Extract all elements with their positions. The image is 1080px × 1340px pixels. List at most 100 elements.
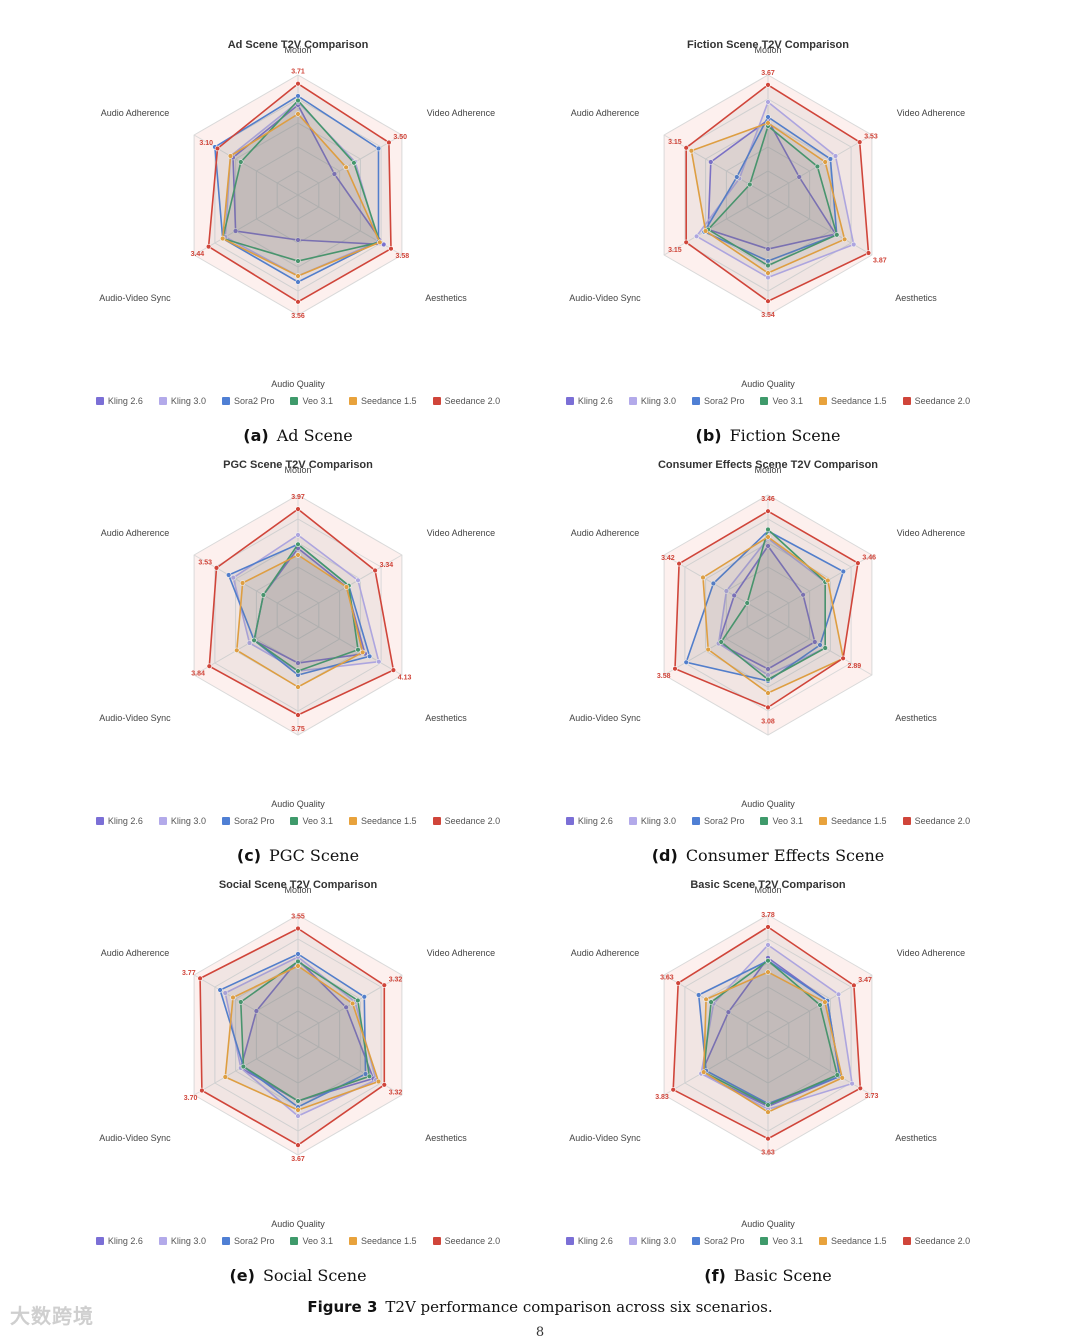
legend-e: Kling 2.6 Kling 3.0 Sora2 Pro Veo 3.1 Se… xyxy=(63,1236,533,1246)
legend-item: Seedance 1.5 xyxy=(349,1236,417,1246)
data-point xyxy=(197,975,203,982)
legend-label: Kling 2.6 xyxy=(107,1236,143,1246)
data-point xyxy=(295,506,301,512)
value-label: 3.56 xyxy=(291,313,305,320)
axis-label: Audio Adherence xyxy=(101,528,170,538)
value-label: 3.71 xyxy=(291,69,305,76)
axis-label: Audio Quality xyxy=(271,1219,325,1229)
axis-label: Aesthetics xyxy=(425,1133,467,1143)
data-point xyxy=(834,232,840,238)
data-point xyxy=(747,181,753,188)
legend-swatch xyxy=(565,397,574,405)
panel-d: Consumer Effects Scene T2V Comparison Mot… xyxy=(533,440,1003,865)
data-point xyxy=(295,925,301,932)
legend-label: Sora2 Pro xyxy=(233,396,275,406)
data-point xyxy=(696,992,702,998)
axis-label: Video Adherence xyxy=(427,948,495,958)
figure-caption-text: T2V performance comparison across six sc… xyxy=(385,1298,773,1316)
value-label: 3.78 xyxy=(761,912,775,919)
legend-swatch xyxy=(290,1237,299,1245)
data-point xyxy=(825,577,831,584)
legend-label: Veo 3.1 xyxy=(302,1236,334,1246)
data-point xyxy=(295,258,301,264)
data-point xyxy=(765,270,771,276)
value-label: 2.89 xyxy=(847,663,861,670)
legend-swatch xyxy=(221,397,230,405)
data-point xyxy=(703,996,709,1003)
data-point xyxy=(851,982,857,989)
data-point xyxy=(222,1074,229,1080)
axis-label: Audio-Video Sync xyxy=(99,1133,171,1143)
data-point xyxy=(710,580,717,587)
axis-label: Video Adherence xyxy=(897,528,965,538)
subfigure-tag: (d) xyxy=(651,846,678,865)
subfigure-tag: (b) xyxy=(695,426,722,445)
legend-swatch xyxy=(902,397,911,405)
legend-swatch xyxy=(95,817,104,825)
legend-item: Sora2 Pro xyxy=(691,396,744,406)
legend-item: Seedance 1.5 xyxy=(819,396,887,406)
legend-item: Kling 2.6 xyxy=(95,816,143,826)
data-point xyxy=(239,580,246,586)
legend-swatch xyxy=(432,817,441,825)
data-point xyxy=(817,1002,823,1008)
legend-item: Seedance 2.0 xyxy=(902,816,970,826)
value-label: 3.10 xyxy=(199,140,213,147)
value-label: 3.67 xyxy=(761,70,775,77)
legend-item: Kling 2.6 xyxy=(565,816,613,826)
data-point xyxy=(839,1075,845,1081)
data-point xyxy=(214,145,221,152)
data-point xyxy=(765,666,771,672)
legend-swatch xyxy=(432,397,441,405)
watermark-logo: 大数跨境 xyxy=(10,1304,94,1328)
figure-tag: Figure 3 xyxy=(307,1298,378,1316)
legend-label: Kling 3.0 xyxy=(170,1236,206,1246)
legend-swatch xyxy=(628,1237,637,1245)
data-point xyxy=(376,659,382,665)
data-point xyxy=(765,969,771,975)
legend-b: Kling 2.6 Kling 3.0 Sora2 Pro Veo 3.1 Se… xyxy=(533,396,1003,406)
value-label: 3.53 xyxy=(198,559,212,566)
data-point xyxy=(765,534,771,540)
subfigure-caption-c: (c) PGC Scene xyxy=(63,846,533,865)
data-point xyxy=(865,250,872,256)
data-point xyxy=(331,171,338,177)
data-point xyxy=(693,233,700,240)
legend-label: Sora2 Pro xyxy=(233,816,275,826)
data-point xyxy=(765,298,771,304)
value-label: 3.83 xyxy=(655,1094,669,1101)
axis-label: Audio Quality xyxy=(741,799,795,809)
legend-label: Seedance 1.5 xyxy=(831,1236,887,1246)
data-point xyxy=(765,262,771,269)
legend-swatch xyxy=(760,817,769,825)
legend-item: Sora2 Pro xyxy=(691,1236,744,1246)
data-point xyxy=(366,1073,373,1080)
legend-item: Veo 3.1 xyxy=(760,396,803,406)
axis-label: Audio Adherence xyxy=(571,528,640,538)
legend-item: Kling 3.0 xyxy=(628,816,676,826)
data-point xyxy=(765,114,771,120)
data-point xyxy=(765,543,771,549)
value-label: 3.44 xyxy=(191,251,205,258)
axis-label: Motion xyxy=(284,45,311,55)
data-point xyxy=(295,552,301,558)
figure-caption: Figure 3 T2V performance comparison acros… xyxy=(0,1298,1080,1316)
value-label: 3.08 xyxy=(761,718,775,725)
grid-spoke xyxy=(663,614,769,676)
data-point xyxy=(723,588,730,594)
legend-item: Seedance 2.0 xyxy=(902,1236,970,1246)
data-point xyxy=(827,156,834,162)
chart-title: Ad Scene T2V Comparison xyxy=(228,39,369,51)
legend-label: Kling 3.0 xyxy=(170,396,206,406)
grid-spoke xyxy=(767,554,873,616)
grid-spoke xyxy=(193,974,299,1036)
legend-item: Sora2 Pro xyxy=(221,1236,274,1246)
data-point xyxy=(734,174,740,180)
data-point xyxy=(372,567,378,574)
data-point xyxy=(227,153,234,159)
legend-label: Veo 3.1 xyxy=(772,396,804,406)
legend-label: Sora2 Pro xyxy=(703,816,745,826)
legend-swatch xyxy=(221,1237,230,1245)
value-label: 3.67 xyxy=(291,1156,305,1163)
data-point xyxy=(834,1072,840,1078)
